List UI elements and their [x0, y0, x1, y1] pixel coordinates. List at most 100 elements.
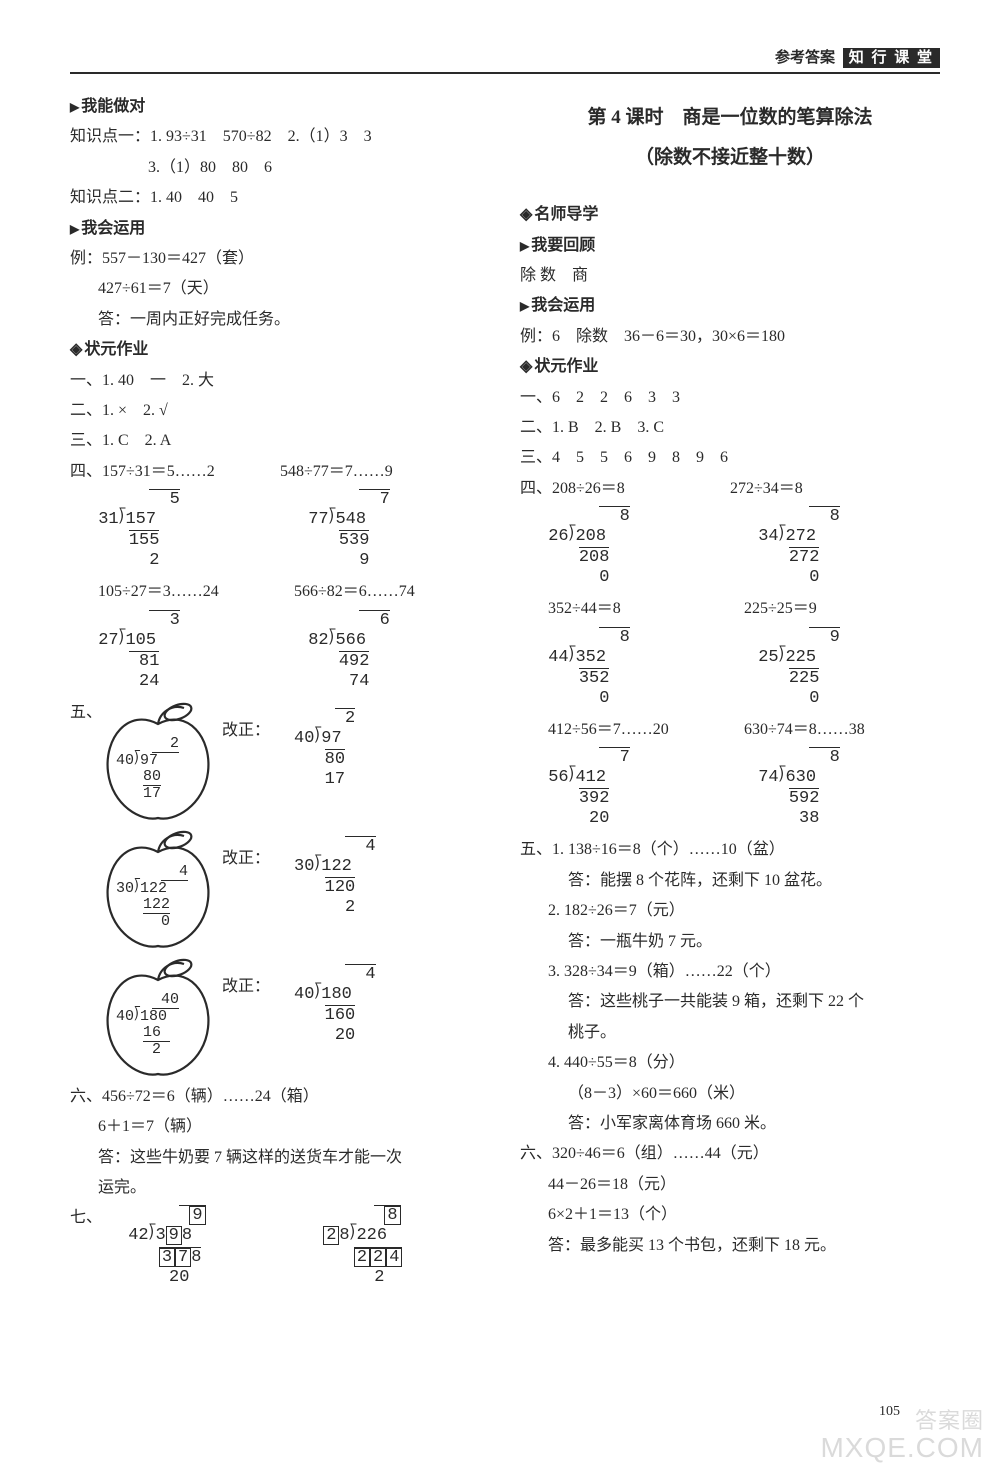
long-division: 3 27⟌105 81 24: [88, 610, 180, 692]
text: （8－3）×60＝660（米）: [520, 1079, 940, 1109]
long-division: 8 74⟌630 592 38: [748, 747, 840, 829]
long-division: 8 34⟌272 272 0: [748, 506, 840, 588]
lesson-title: 第 4 课时 商是一位数的笔算除法: [520, 100, 940, 136]
left-column: 我能做对 知识点一：1. 93÷31 570÷82 2.（1）3 3 3.（1）…: [70, 92, 490, 1294]
eq-row: 352÷44＝8 225÷25＝9: [520, 594, 940, 624]
heading: 我会运用: [520, 291, 940, 321]
text: 一、1. 40 一 2. 大: [70, 366, 490, 396]
text: 352÷44＝8: [520, 594, 744, 624]
page-header: 参考答案 知 行 课 堂: [775, 44, 940, 73]
label: 七、: [70, 1203, 100, 1293]
heading: 我能做对: [70, 92, 490, 122]
text: 运完。: [70, 1173, 490, 1203]
apple-block: 40 40⟌180 16 2 改正： 4 40⟌180 160 20: [98, 954, 490, 1082]
text: 答：这些牛奶要 7 辆这样的送货车才能一次: [70, 1143, 490, 1173]
text: 四、208÷26＝8: [520, 474, 730, 504]
text: 四、157÷31＝5……2: [70, 457, 280, 487]
text: 二、1. B 2. B 3. C: [520, 413, 940, 443]
text: 六、456÷72＝6（辆）……24（箱）: [70, 1082, 490, 1112]
division-row: 3 27⟌105 81 24 6 82⟌566 492 74: [70, 608, 490, 698]
text: 3. 328÷34＝9（箱）……22（个）: [520, 957, 940, 987]
heading: 我会运用: [70, 214, 490, 244]
text: 答：最多能买 13 个书包，还剩下 18 元。: [520, 1231, 940, 1261]
text: 答：一瓶牛奶 7 元。: [520, 927, 940, 957]
text: 2. 182÷26＝7（元）: [520, 896, 940, 926]
long-division: 5 31⟌157 155 2: [88, 489, 180, 571]
division-row: 5 31⟌157 155 2 7 77⟌548 539 9: [70, 487, 490, 577]
watermark-cn: 答案圈: [820, 1409, 984, 1433]
eq-row: 四、157÷31＝5……2 548÷77＝7……9: [70, 457, 490, 487]
header-left: 参考答案: [775, 50, 835, 66]
boxed-division: 9 42⟌398 378 20: [118, 1205, 206, 1287]
header-box: 知 行 课 堂: [843, 48, 940, 68]
long-division: 9 25⟌225 225 0: [748, 627, 840, 709]
text: 6×2＋1＝13（个）: [520, 1200, 940, 1230]
text: 4. 440÷55＝8（分）: [520, 1048, 940, 1078]
watermark-en: MXQE.COM: [820, 1433, 984, 1464]
watermark: 答案圈 MXQE.COM: [820, 1409, 984, 1464]
lesson-subtitle: （除数不接近整十数）: [520, 140, 940, 176]
text: 知识点一：1. 93÷31 570÷82 2.（1）3 3: [70, 122, 490, 152]
right-column: 第 4 课时 商是一位数的笔算除法 （除数不接近整十数） 名师导学 我要回顾 除…: [520, 92, 940, 1294]
label: 改正：: [222, 844, 270, 954]
heading: 我要回顾: [520, 231, 940, 261]
long-division: 4 30⟌122 120 2: [294, 836, 376, 948]
long-division: 4 40⟌180 160 20: [294, 964, 376, 1076]
text: 三、4 5 5 6 9 8 9 6: [520, 443, 940, 473]
text: 二、1. × 2. √: [70, 396, 490, 426]
text: 一、6 2 2 6 3 3: [520, 383, 940, 413]
heading: 名师导学: [520, 200, 940, 230]
long-division: 6 82⟌566 492 74: [298, 610, 390, 692]
text: 272÷34＝8: [730, 474, 940, 504]
text: 知识点二：1. 40 40 5: [70, 183, 490, 213]
q7-row: 七、 9 42⟌398 378 20 8 28⟌226 224 2: [70, 1203, 490, 1293]
content-columns: 我能做对 知识点一：1. 93÷31 570÷82 2.（1）3 3 3.（1）…: [70, 92, 940, 1294]
heading: 状元作业: [70, 335, 490, 365]
apple-division: 40 40⟌180 16 2: [116, 992, 206, 1059]
text: 548÷77＝7……9: [280, 457, 490, 487]
eq-row: 105÷27＝3……24 566÷82＝6……74: [70, 577, 490, 607]
text: 答：一周内正好完成任务。: [70, 305, 490, 335]
division-row: 8 26⟌208 208 0 8 34⟌272 272 0: [520, 504, 940, 594]
text: 412÷56＝7……20: [520, 715, 744, 745]
apple-icon: 2 40⟌97 80 17: [98, 698, 218, 826]
text: 566÷82＝6……74: [294, 577, 490, 607]
apple-block: 4 30⟌122 122 0 改正： 4 30⟌122 120 2: [98, 826, 490, 954]
long-division: 8 26⟌208 208 0: [538, 506, 630, 588]
text: 答：这些桃子一共能装 9 箱，还剩下 22 个: [520, 987, 940, 1017]
apple-icon: 40 40⟌180 16 2: [98, 954, 218, 1082]
apple-division: 4 30⟌122 122 0: [116, 864, 206, 931]
text: 6＋1＝7（辆）: [70, 1112, 490, 1142]
heading: 状元作业: [520, 352, 940, 382]
long-division: 7 56⟌412 392 20: [538, 747, 630, 829]
eq-row: 412÷56＝7……20 630÷74＝8……38: [520, 715, 940, 745]
text: 427÷61＝7（天）: [70, 274, 490, 304]
text: 105÷27＝3……24: [70, 577, 294, 607]
text: 225÷25＝9: [744, 594, 940, 624]
text: 44－26＝18（元）: [520, 1170, 940, 1200]
text: 六、320÷46＝6（组）……44（元）: [520, 1139, 940, 1169]
text: 五、1. 138÷16＝8（个）……10（盆）: [520, 835, 940, 865]
label: 五、: [70, 698, 98, 826]
long-division: 8 44⟌352 352 0: [538, 627, 630, 709]
eq-row: 四、208÷26＝8 272÷34＝8: [520, 474, 940, 504]
label: 改正：: [222, 972, 270, 1082]
division-row: 8 44⟌352 352 0 9 25⟌225 225 0: [520, 625, 940, 715]
long-division: 2 40⟌97 80 17: [294, 708, 355, 820]
division-row: 7 56⟌412 392 20 8 74⟌630 592 38: [520, 745, 940, 835]
apple-block: 五、 2 40⟌97 80 17 改正： 2 40⟌97 80 17: [70, 698, 490, 826]
text: 三、1. C 2. A: [70, 426, 490, 456]
text: 答：小军家离体育场 660 米。: [520, 1109, 940, 1139]
text: 630÷74＝8……38: [744, 715, 940, 745]
text: 例：6 除数 36－6＝30，30×6＝180: [520, 322, 940, 352]
boxed-division: 8 28⟌226 224 2: [313, 1205, 402, 1287]
apple-division: 2 40⟌97 80 17: [116, 736, 206, 803]
text: 3.（1）80 80 6: [70, 153, 490, 183]
text: 桃子。: [520, 1018, 940, 1048]
long-division: 7 77⟌548 539 9: [298, 489, 390, 571]
label: 改正：: [222, 716, 270, 826]
apple-icon: 4 30⟌122 122 0: [98, 826, 218, 954]
text: 例：557－130＝427（套）: [70, 244, 490, 274]
text: 答：能摆 8 个花阵，还剩下 10 盆花。: [520, 866, 940, 896]
text: 除 数 商: [520, 261, 940, 291]
